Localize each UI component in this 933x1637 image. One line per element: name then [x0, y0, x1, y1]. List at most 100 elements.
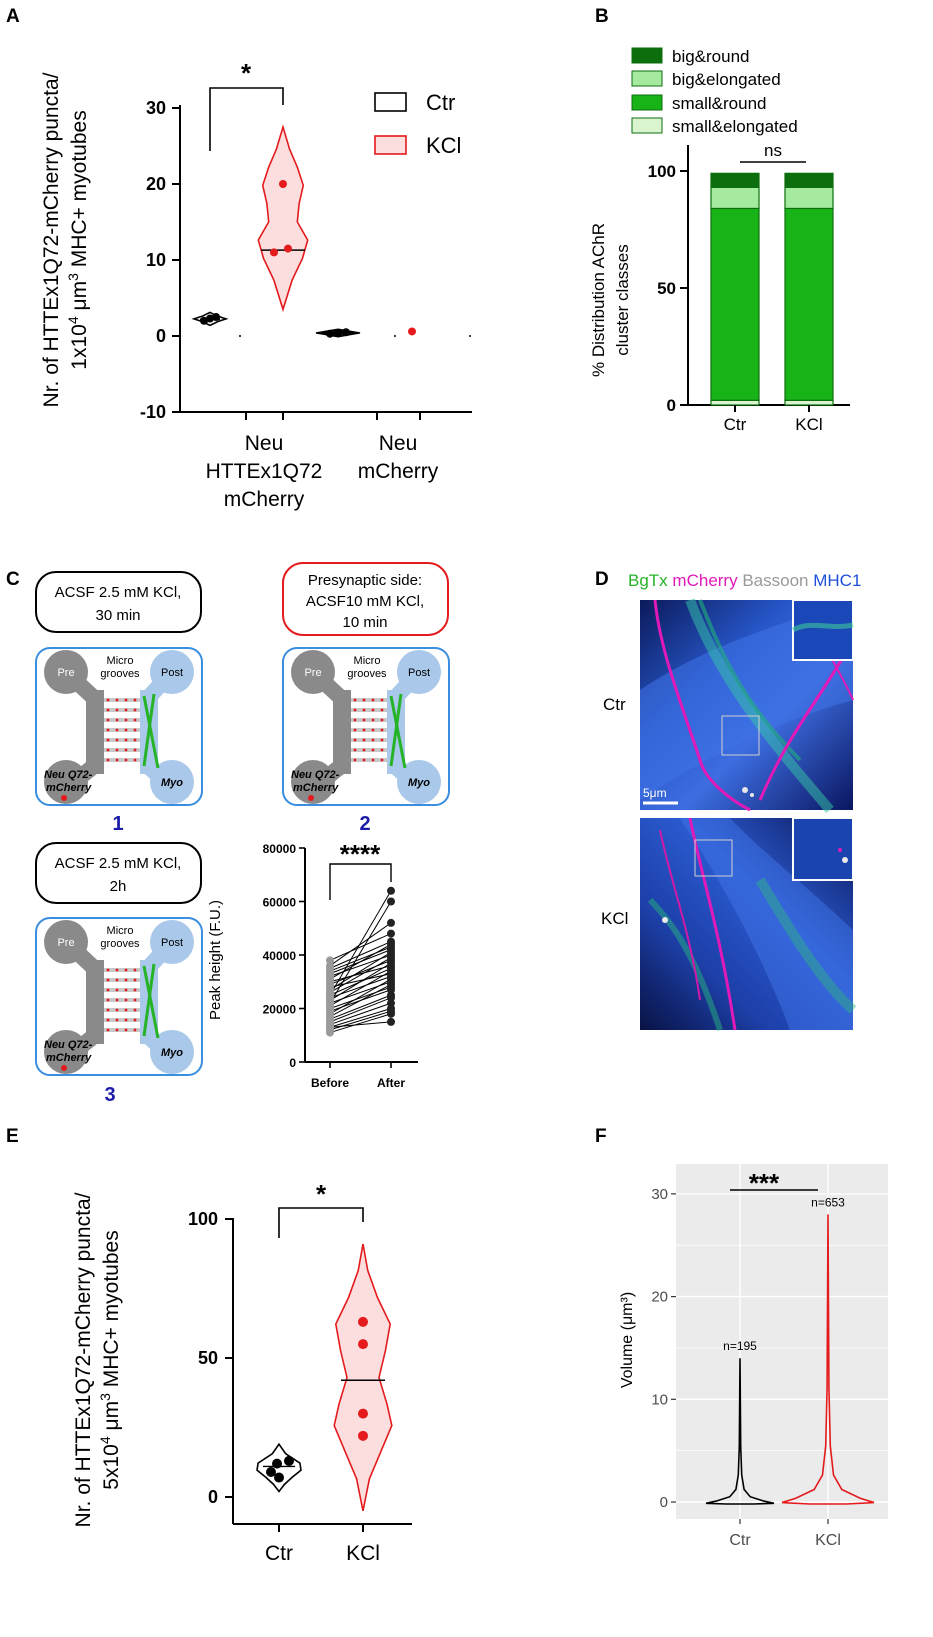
pair-line [329, 941, 392, 969]
data-point-a [408, 327, 416, 336]
panel-c-significance: **** [329, 839, 392, 900]
panel-f-y-tick-label: 10 [651, 1391, 668, 1408]
point-after [387, 929, 395, 938]
legend-swatch-ctr [374, 92, 407, 112]
bar-segment-big-round [784, 172, 834, 188]
panel-c-y-label: Peak height (F.U.) [207, 900, 224, 1020]
panel-f-category-label: KCl [815, 1532, 841, 1549]
step-1-box: ACSF 2.5 mM KCl, 30 min [35, 571, 202, 633]
chamber-mcherry-label: mCherry [46, 1052, 92, 1064]
chamber-pre-label: Pre [57, 667, 74, 679]
panel-label-b: B [595, 6, 609, 27]
panel-label-c: C [6, 569, 20, 590]
chamber-grooves-label: grooves [100, 668, 140, 680]
step-1-line2: 30 min [95, 607, 140, 624]
data-point-a [342, 328, 350, 337]
legend-swatch-small-round [631, 94, 663, 111]
pair-line [329, 994, 392, 1020]
step-3-number: 3 [104, 1084, 115, 1106]
panel-c-y-ticks: 0 20000 40000 60000 80000 [263, 842, 305, 1070]
bar-segment-big-round [710, 172, 760, 188]
panel-f-y-axis-label: Volume (μm³) [619, 1292, 636, 1388]
chamber-grooves-label: grooves [100, 938, 140, 950]
point-after [387, 886, 395, 895]
panel-e: E Nr. of HTTEx1Q72-mCherry puncta/ 5x104… [6, 1126, 412, 1565]
chamber-mcherry-label: mCherry [46, 782, 92, 794]
micrograph-row-ctr: Ctr [603, 695, 626, 714]
chamber-neu-label: Neu Q72- [291, 769, 340, 781]
panel-a-group1-line2: HTTEx1Q72 [206, 460, 323, 483]
legend-swatch-big-elongated [631, 70, 663, 87]
chamber-mcherry-label: mCherry [293, 782, 339, 794]
panel-b-y-label-line1: % Distribution AChR [589, 223, 608, 377]
pair-line [329, 1002, 392, 1026]
panel-b-categories: Ctr KCl [724, 415, 823, 434]
panel-b-significance: ns [740, 141, 806, 163]
point-after [387, 940, 395, 949]
panel-f-y-tick-label: 0 [660, 1494, 668, 1511]
panel-e-y-tick-label: 50 [198, 1348, 218, 1368]
panel-f-category-label: Ctr [729, 1532, 751, 1549]
panel-c-y-axis-label: Peak height (F.U.) [207, 900, 224, 1020]
data-point-e [358, 1408, 368, 1419]
panel-a: A Nr. of HTTEx1Q72-mCherry puncta/ 1x104… [6, 6, 472, 511]
panel-b-category-label: KCl [795, 415, 822, 434]
pair-line [329, 997, 392, 1023]
pair-line [329, 1008, 392, 1028]
pair-line [329, 890, 392, 996]
step-3-box: ACSF 2.5 mM KCl, 2h [35, 842, 202, 904]
legend-label-small-round: small&round [672, 94, 767, 113]
panel-e-category-label: KCl [346, 1542, 380, 1565]
step-2-line2: ACSF10 mM KCl, [306, 593, 424, 610]
panel-label-e: E [6, 1126, 19, 1147]
data-point-a [334, 328, 342, 337]
panel-e-y-label-line2: 5x104 μm3 MHC+ myotubes [97, 1230, 123, 1489]
data-point-e [272, 1458, 282, 1469]
panel-a-y-label-line2: 1x104 μm3 MHC+ myotubes [65, 110, 91, 369]
panel-b-y-ticks: 0 50 100 [648, 162, 688, 415]
micrograph-ctr: 5μm [640, 598, 855, 814]
pair-line [329, 983, 392, 1017]
panel-e-y-tick-label: 100 [188, 1209, 218, 1229]
bar-segment-big-elongated [710, 186, 760, 210]
panel-a-y-tick-label: 20 [146, 174, 166, 194]
panel-a-group1-line3: mCherry [224, 488, 305, 511]
step-2-line3: 10 min [342, 614, 387, 631]
panel-a-group2-line1: Neu [379, 432, 418, 455]
point-before [326, 1023, 334, 1032]
chamber-pre-label: Pre [304, 667, 321, 679]
data-point-a [212, 313, 220, 321]
pair-line [329, 978, 392, 1015]
panel-c-y-tick-label: 0 [289, 1056, 296, 1070]
panel-e-violins [256, 1243, 393, 1532]
data-point-e [358, 1430, 368, 1441]
pair-line [329, 1013, 392, 1034]
panel-a-y-label-line1: Nr. of HTTEx1Q72-mCherry puncta/ [40, 72, 63, 407]
panel-a-group1-line1: Neu [245, 432, 284, 455]
panel-c-y-tick-label: 60000 [263, 896, 297, 910]
panel-e-significance: * [278, 1179, 364, 1238]
pair-line [329, 933, 392, 961]
panel-b-legend: big&round big&elongated small&round smal… [631, 47, 798, 136]
point-after [387, 959, 395, 968]
point-before [326, 991, 334, 1000]
pair-line [329, 943, 392, 980]
panel-e-y-ticks: 0 50 100 [188, 1209, 233, 1507]
bar-segment-small-round [710, 207, 760, 401]
point-after [387, 897, 395, 906]
panel-a-x-ticks [245, 412, 421, 420]
pair-line [329, 965, 392, 983]
panel-f: F 0 10 20 30 Volume (μm³) n=195 n=653 Ctr KCl… [595, 1126, 888, 1549]
panel-a-violins [191, 124, 471, 338]
panel-f-y-ticks: 0 10 20 30 [651, 1186, 676, 1511]
panel-b-category-label: Ctr [724, 415, 747, 434]
panel-b-y-axis-label: % Distribution AChR cluster classes [589, 223, 632, 377]
panel-f-y-label: Volume (μm³) [619, 1292, 636, 1388]
step-1-number: 1 [112, 813, 123, 835]
point-before [326, 999, 334, 1008]
panel-f-n-label: n=195 [723, 1339, 757, 1353]
pair-line [329, 946, 392, 972]
legend-swatch-kcl [374, 135, 407, 155]
point-after [387, 980, 395, 989]
